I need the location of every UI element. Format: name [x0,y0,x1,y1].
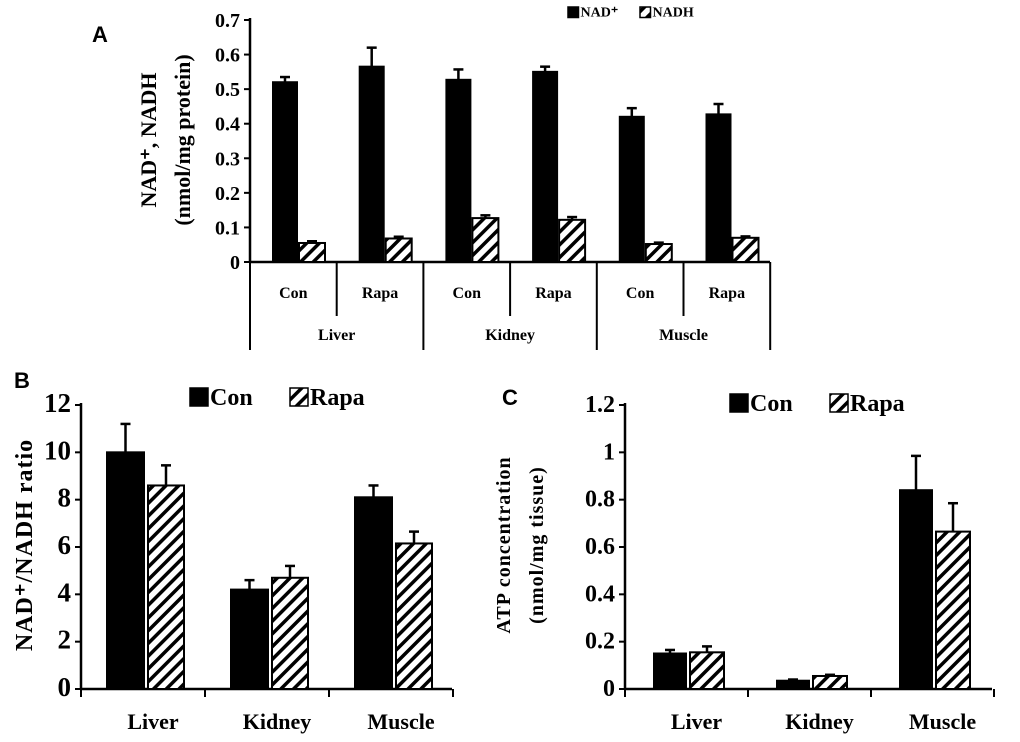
panel-c-bar-rapa [935,530,971,690]
panel-a-category-label: Con [626,285,655,302]
panel-a-category-label: Con [453,285,482,302]
panel-a-category-label: Con [279,285,308,302]
panel-a-bar-nad [358,65,385,263]
panel-c-category-label: Kidney [785,709,853,734]
panel-b-y-tick-label: 8 [58,483,72,513]
panel-c-bar-con [776,679,810,691]
panel-a-bar-nad [272,81,298,263]
panel-c-y-tick-label: 0.2 [585,629,615,655]
panel-c-category-label: Muscle [909,709,976,734]
panel-a-category-label: Rapa [535,285,571,302]
panel-a-category-label: Rapa [362,285,398,302]
panel-c-y-tick-label: 1.2 [585,392,615,418]
panel-c-y-tick-label: 0.6 [585,534,615,560]
panel-c-bar-rapa [689,651,725,690]
panel-a-y-axis-label: NAD⁺, NADH [136,72,161,207]
panel-a-y-tick-label: 0.5 [215,79,240,101]
panel-b-bar-rapa [147,484,185,691]
panel-c-y-tick-label: 0.8 [585,487,615,513]
panel-a-y-axis-label: (nmol/mg protein) [170,54,195,225]
panel-a-y-tick-label: 0.3 [215,148,240,170]
panel-c-bar-con [653,652,687,690]
panel-a-group-label: Liver [318,327,355,344]
panel-b-y-tick-label: 2 [58,625,72,655]
panel-label-b: B [14,368,30,393]
panel-c-y-tick-label: 0.4 [585,581,615,607]
panel-b-category-label: Liver [127,709,179,734]
panel-a-legend-swatch [567,6,580,19]
panel-a-y-tick-label: 0.1 [215,217,240,239]
panel-c-legend-swatch [829,393,849,413]
panel-b-y-tick-label: 12 [44,388,71,418]
panel-b-legend-label: Rapa [310,385,365,411]
panel-b-y-tick-label: 6 [58,530,72,560]
panel-a-y-tick-label: 0.6 [215,45,240,67]
panel-a-legend-swatch [639,6,652,19]
panel-c-bar-con [899,489,933,691]
panel-b-bar-rapa [271,576,309,690]
panel-a-bar-nad [445,78,472,263]
panel-b-y-axis-label: NAD⁺/NADH ratio [12,439,38,651]
panel-b-category-label: Kidney [243,709,311,734]
panel-a-bar-nadh [644,243,673,263]
panel-a-legend-label: NAD⁺ [581,6,619,21]
panel-a-bar-nadh [384,237,413,263]
panel-a-bar-nadh [471,217,500,263]
panel-a-y-tick-label: 0.7 [215,10,240,32]
panel-b-bar-rapa [395,542,433,691]
panel-c-legend-swatch [729,393,749,413]
panel-b-y-tick-label: 4 [58,577,72,607]
panel-a-bar-nadh [298,241,326,264]
panel-c-category-label: Liver [671,709,723,734]
panel-c-y-axis-label: (nmol/mg tissue) [526,466,548,624]
panel-b-legend-swatch [289,387,309,407]
panel-c-y-tick-label: 1 [603,439,615,465]
panel-a-bar-nad [532,70,559,263]
panel-label-a: A [92,22,108,47]
panel-a-bar-nad [705,113,732,263]
panel-b-legend-swatch [189,387,209,407]
panel-a-bar-nad [618,115,645,263]
panel-b-category-label: Muscle [367,709,434,734]
panel-a-group-label: Kidney [485,327,535,344]
panel-c-legend-label: Rapa [850,391,905,417]
panel-a-y-tick-label: 0 [230,252,240,274]
panel-a-y-tick-label: 0.4 [215,114,240,136]
panel-a-group-label: Muscle [659,327,708,344]
panel-b-y-tick-label: 10 [44,435,71,465]
panel-c-y-axis-label: ATP concentration [493,456,515,633]
panel-b-legend-label: Con [210,385,253,411]
panel-b-bar-con [230,588,269,690]
panel-b-bar-con [354,496,393,690]
panel-a-y-tick-label: 0.2 [215,183,240,205]
panel-c-bar-rapa [812,674,848,691]
panel-b-y-tick-label: 0 [58,672,72,702]
panel-a-category-label: Rapa [709,285,745,302]
panel-a-bar-nadh [558,218,587,264]
panel-a-legend-label: NADH [653,6,694,21]
panel-label-c: C [502,385,518,410]
panel-c-legend-label: Con [750,391,793,417]
panel-b-bar-con [106,451,145,691]
panel-a-bar-nadh [731,236,760,264]
panel-c-y-tick-label: 0 [603,676,615,702]
